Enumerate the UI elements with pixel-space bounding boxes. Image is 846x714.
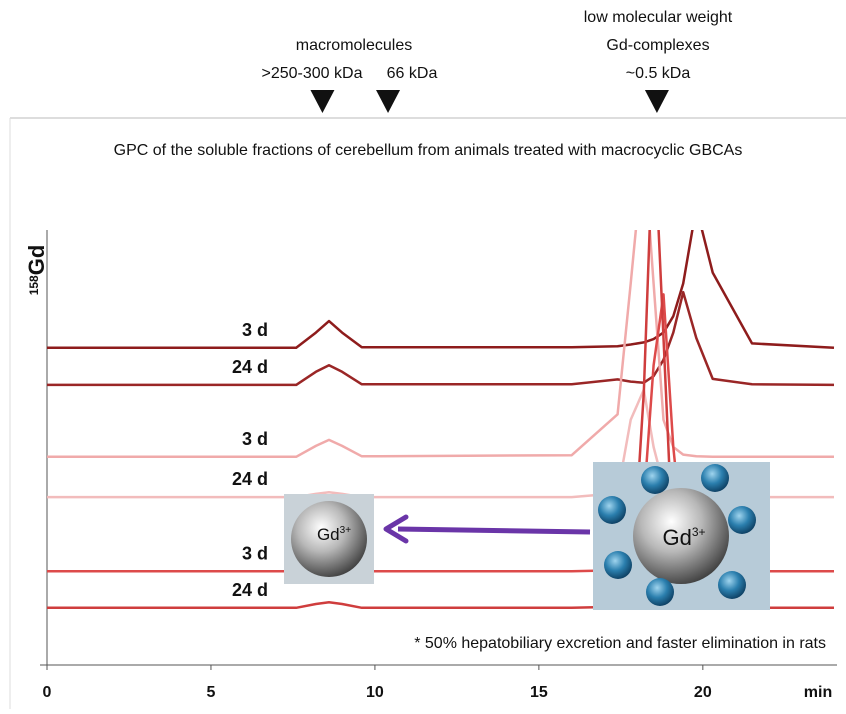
ligand (718, 571, 746, 599)
gd-sup: 3+ (692, 525, 706, 539)
trace-label: 3 d (242, 429, 268, 449)
gd-sphere (633, 488, 729, 584)
gd-sphere (291, 501, 367, 577)
trace-label: 3 d (242, 543, 268, 563)
gd-sup: 3+ (340, 525, 352, 536)
header: 66 kDa (387, 65, 438, 82)
small-image: Gd3+ (284, 494, 374, 584)
gd-label: Gd3+ (662, 525, 705, 550)
header: >250-300 kDa (262, 65, 363, 82)
x-label: min (804, 684, 832, 701)
gd-label: Gd3+ (317, 525, 351, 544)
gd-text: Gd (662, 525, 691, 550)
y-label: 158Gd (24, 245, 49, 296)
trace-label: 3 d (242, 320, 268, 340)
trace (47, 230, 835, 350)
trace (47, 230, 834, 459)
y-label-main: Gd (24, 245, 49, 276)
x-tick-label: 5 (207, 684, 216, 701)
y-label-sup: 158 (27, 275, 41, 295)
ligand (641, 466, 669, 494)
arrow-head (383, 514, 409, 544)
chart-title: GPC of the soluble fractions of cerebell… (114, 142, 743, 159)
gd-text: Gd (317, 525, 340, 544)
header: Gd-complexes (606, 37, 709, 54)
trace-label: 24 d (232, 357, 268, 377)
ligand (598, 496, 626, 524)
header: low molecular weight (584, 9, 733, 26)
marker-triangle (310, 90, 335, 113)
x-tick-label: 0 (43, 684, 52, 701)
x-tick-label: 10 (366, 684, 384, 701)
trace-label: 24 d (232, 580, 268, 600)
footnote: * 50% hepatobiliary excretion and faster… (414, 635, 826, 652)
ligand (604, 551, 632, 579)
ligand (701, 464, 729, 492)
arrow (383, 514, 591, 544)
header: ~0.5 kDa (626, 65, 691, 82)
marker-triangle (376, 90, 401, 113)
large-image: Gd3+ (593, 462, 770, 610)
trace (47, 290, 835, 387)
x-tick-label: 15 (530, 684, 548, 701)
x-tick-label: 20 (694, 684, 712, 701)
ligand (646, 578, 674, 606)
trace-label: 24 d (232, 469, 268, 489)
arrow-line (397, 526, 591, 535)
ligand (728, 506, 756, 534)
marker-triangle (644, 90, 669, 113)
header: macromolecules (296, 37, 412, 54)
